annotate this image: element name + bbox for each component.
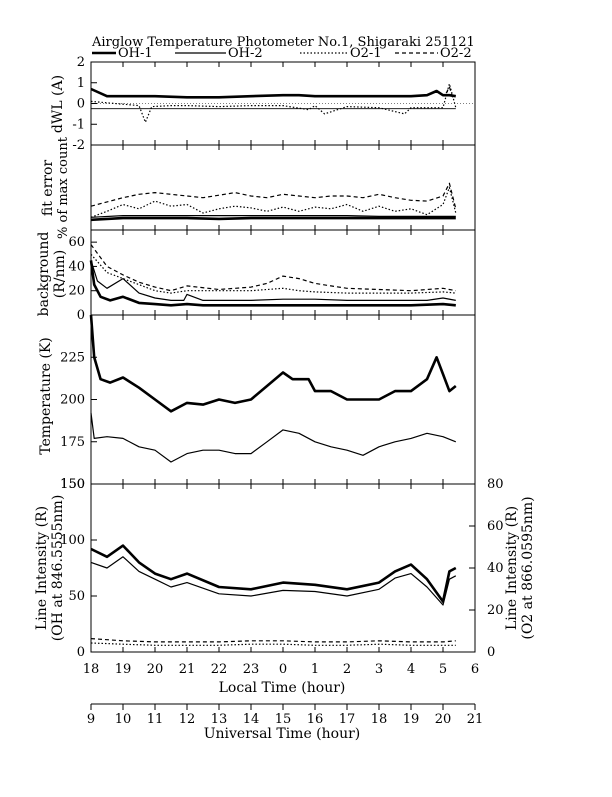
ut-tick-label: 20 — [435, 712, 452, 727]
panel-dwl: 2 1 0 -1 -2 dWL (A) — [50, 55, 476, 153]
intensity-series-o2-1 — [90, 642, 456, 646]
intensity-ylabel-right-2: (O2 at 866.0595nm) — [520, 496, 536, 639]
intensity-series-oh-1 — [90, 544, 457, 603]
x-axis-title-universal-time: Universal Time (hour) — [204, 726, 361, 742]
intensity-series-o2-2 — [90, 638, 456, 643]
background-ytick-label: 20 — [68, 284, 85, 299]
intensity-right-ytick-label: 40 — [487, 561, 504, 576]
background-ytick-label: 40 — [68, 259, 85, 274]
background-ytick-label: 0 — [77, 308, 85, 323]
ut-tick-label: 19 — [403, 712, 420, 727]
dwl-ytick-label: -2 — [72, 138, 85, 153]
intensity-right-ytick-label: 20 — [487, 603, 504, 618]
background-series-o2-2 — [90, 244, 456, 292]
intensity-ytick-label: 100 — [60, 533, 85, 548]
x-axis-title-local-time: Local Time (hour) — [219, 680, 346, 696]
lt-tick-label: 21 — [179, 662, 196, 677]
lt-tick-label: 19 — [115, 662, 132, 677]
ut-tick-label: 17 — [339, 712, 356, 727]
lt-tick-label: 4 — [407, 662, 415, 677]
fiterr-series-o2-2 — [90, 182, 457, 209]
lt-tick-label: 0 — [279, 662, 287, 677]
background-series-o2-1 — [90, 253, 456, 294]
intensity-ytick-label: 150 — [60, 477, 85, 492]
dwl-ytick-label: -1 — [72, 117, 85, 132]
temperature-ytick-label: 200 — [60, 393, 85, 408]
dwl-series-o2-1 — [90, 83, 457, 123]
ut-tick-label: 15 — [275, 712, 292, 727]
legend-oh-2: OH-2 — [228, 46, 263, 61]
temperature-ylabel: Temperature (K) — [38, 337, 54, 455]
lt-tick-label: 20 — [147, 662, 164, 677]
legend-o2-1: O2-1 — [350, 46, 382, 61]
dwl-series-o2-2 — [445, 86, 454, 98]
temperature-ytick-label: 225 — [60, 350, 85, 365]
fiterr-series-oh-1 — [90, 216, 456, 222]
ut-tick-label: 12 — [179, 712, 196, 727]
intensity-ylabel: Line Intensity (R) — [34, 506, 50, 630]
panel-background: 60 40 20 0 background (R/nm) — [36, 229, 476, 323]
chart-title: Airglow Temperature Photometer No.1, Shi… — [91, 35, 475, 50]
temperature-ytick-label: 175 — [60, 435, 85, 450]
dwl-ylabel: dWL (A) — [50, 75, 66, 133]
intensity-right-ytick-label: 80 — [487, 477, 504, 492]
dwl-series-oh-1 — [90, 87, 457, 99]
lt-tick-label: 6 — [471, 662, 479, 677]
intensity-series-oh-2 — [90, 556, 457, 606]
ut-tick-label: 16 — [307, 712, 324, 727]
ut-tick-label: 14 — [243, 712, 260, 727]
fiterr-series-oh-2 — [90, 215, 456, 218]
temperature-series-o2 — [90, 412, 457, 463]
fiterr-series-o2-1 — [90, 186, 457, 218]
background-frame — [90, 229, 476, 316]
lt-tick-label: 22 — [211, 662, 228, 677]
lt-tick-label: 3 — [375, 662, 383, 677]
ut-tick-label: 10 — [115, 712, 132, 727]
ut-tick-label: 18 — [371, 712, 388, 727]
legend: OH-1 OH-2 O2-1 O2-2 — [92, 46, 472, 61]
temperature-ytick-label: 150 — [60, 477, 85, 492]
ut-tick-label: 13 — [211, 712, 228, 727]
dwl-ytick-label: 2 — [77, 55, 85, 70]
fiterr-ylabel: fit error — [40, 160, 56, 217]
background-ytick-label: 60 — [68, 235, 85, 250]
panel-fiterr: fit error% of max count — [40, 136, 476, 239]
ut-tick-label: 9 — [87, 712, 95, 727]
background-ylabel: background — [36, 232, 52, 317]
ut-tick-label: 21 — [467, 712, 484, 727]
background-series-oh-1 — [89, 260, 456, 307]
lt-tick-label: 23 — [243, 662, 260, 677]
dwl-ytick-label: 1 — [77, 76, 85, 91]
temperature-series-oh — [89, 314, 457, 413]
ut-tick-label: 11 — [147, 712, 164, 727]
temperature-frame — [90, 314, 476, 485]
lt-tick-label: 1 — [311, 662, 319, 677]
lt-tick-label: 18 — [83, 662, 100, 677]
legend-o2-2: O2-2 — [440, 46, 472, 61]
intensity-ytick-label: 50 — [68, 589, 85, 604]
intensity-right-ytick-label: 0 — [487, 645, 495, 660]
intensity-ylabel-2: (OH at 846.5555nm) — [50, 495, 66, 642]
intensity-ytick-label: 0 — [77, 645, 85, 660]
intensity-ylabel-right: Line Intensity (R) — [504, 506, 520, 630]
lt-tick-label: 2 — [343, 662, 351, 677]
legend-oh-1: OH-1 — [118, 46, 153, 61]
lt-tick-label: 5 — [439, 662, 447, 677]
background-series-oh-2 — [90, 260, 456, 301]
background-ylabel-2: (R/nm) — [52, 250, 68, 298]
fiterr-ylabel-2: % of max count — [56, 136, 71, 239]
intensity-right-ytick-label: 60 — [487, 519, 504, 534]
panel-temperature: 225 200 175 150 Temperature (K) — [38, 314, 476, 492]
dwl-ytick-label: 0 — [77, 97, 85, 112]
